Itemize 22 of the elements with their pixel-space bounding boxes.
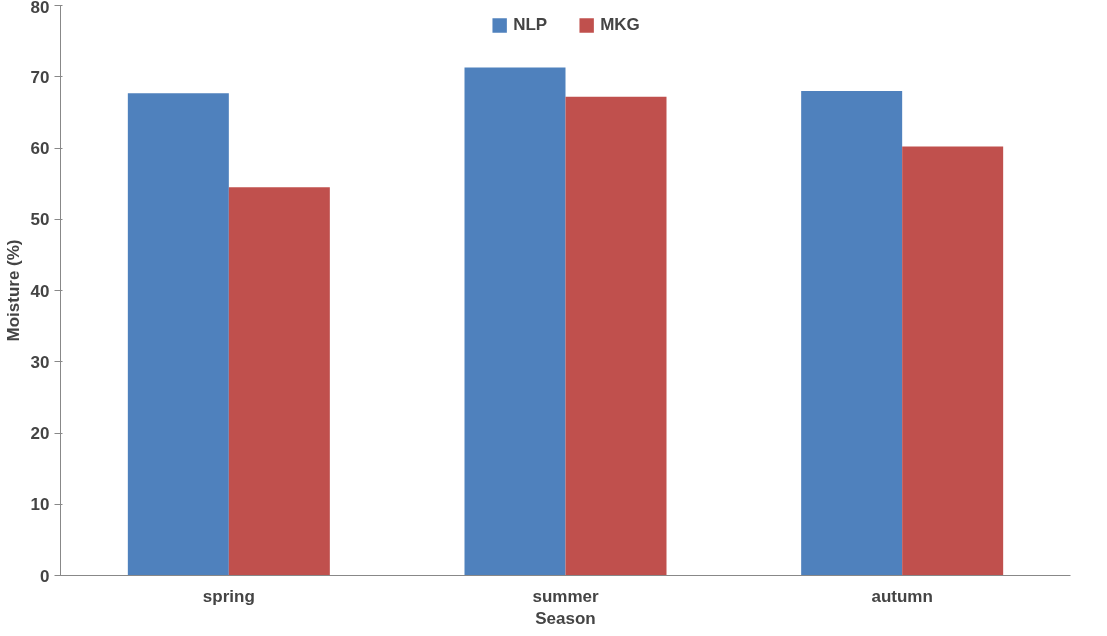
bar: [464, 67, 566, 576]
x-axis-title: Season: [535, 608, 596, 628]
y-axis-title: Moisture (%): [3, 239, 23, 342]
y-tick-label: 30: [30, 352, 50, 372]
y-tick-label: 80: [30, 0, 50, 17]
x-tick-label: autumn: [871, 586, 933, 606]
y-tick-label: 50: [30, 210, 50, 230]
y-tick-label: 10: [30, 495, 50, 515]
bar: [127, 93, 229, 576]
y-tick-label: 60: [30, 139, 50, 158]
bar: [565, 96, 667, 576]
bar: [902, 146, 1004, 576]
y-tick-label: 40: [30, 281, 50, 301]
y-tick-label: 0: [40, 566, 50, 586]
y-tick-label: 70: [30, 67, 50, 87]
bar: [801, 91, 903, 576]
x-tick-label: summer: [532, 586, 599, 606]
legend-label: NLP: [513, 15, 548, 35]
legend-label: MKG: [600, 15, 640, 35]
x-tick-label: spring: [202, 586, 255, 606]
y-tick-label: 20: [30, 424, 50, 443]
bar: [228, 187, 330, 576]
